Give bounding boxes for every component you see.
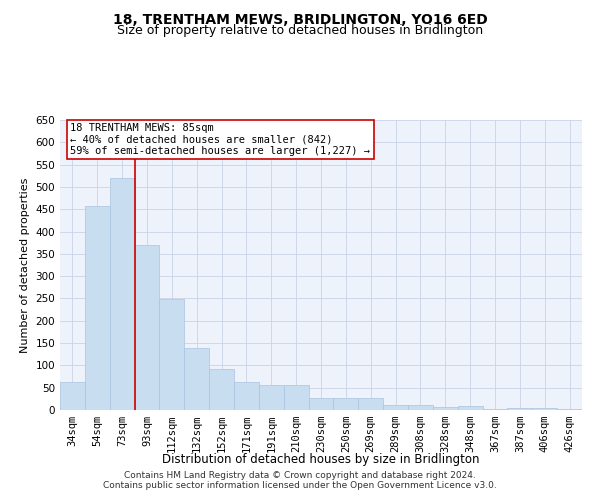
Bar xyxy=(482,408,508,410)
Bar xyxy=(259,384,284,410)
Bar xyxy=(358,398,383,410)
Bar xyxy=(209,368,234,410)
Text: 18 TRENTHAM MEWS: 85sqm
← 40% of detached houses are smaller (842)
59% of semi-d: 18 TRENTHAM MEWS: 85sqm ← 40% of detache… xyxy=(70,123,370,156)
Text: 18, TRENTHAM MEWS, BRIDLINGTON, YO16 6ED: 18, TRENTHAM MEWS, BRIDLINGTON, YO16 6ED xyxy=(113,12,487,26)
Bar xyxy=(60,382,85,410)
Bar xyxy=(334,398,358,410)
Bar xyxy=(383,405,408,410)
Bar xyxy=(433,408,458,410)
Bar xyxy=(110,178,134,410)
Bar xyxy=(160,300,184,410)
Bar xyxy=(408,404,433,410)
Bar xyxy=(134,245,160,410)
Bar xyxy=(532,408,557,410)
Text: Size of property relative to detached houses in Bridlington: Size of property relative to detached ho… xyxy=(117,24,483,37)
Bar xyxy=(284,386,308,410)
Text: Distribution of detached houses by size in Bridlington: Distribution of detached houses by size … xyxy=(162,452,480,466)
Bar xyxy=(308,398,334,410)
Bar xyxy=(184,348,209,410)
Bar xyxy=(85,206,110,410)
Bar xyxy=(234,382,259,410)
Text: Contains HM Land Registry data © Crown copyright and database right 2024.
Contai: Contains HM Land Registry data © Crown c… xyxy=(103,470,497,490)
Y-axis label: Number of detached properties: Number of detached properties xyxy=(20,178,30,352)
Bar xyxy=(458,406,482,410)
Bar xyxy=(508,408,532,410)
Bar xyxy=(557,408,582,410)
